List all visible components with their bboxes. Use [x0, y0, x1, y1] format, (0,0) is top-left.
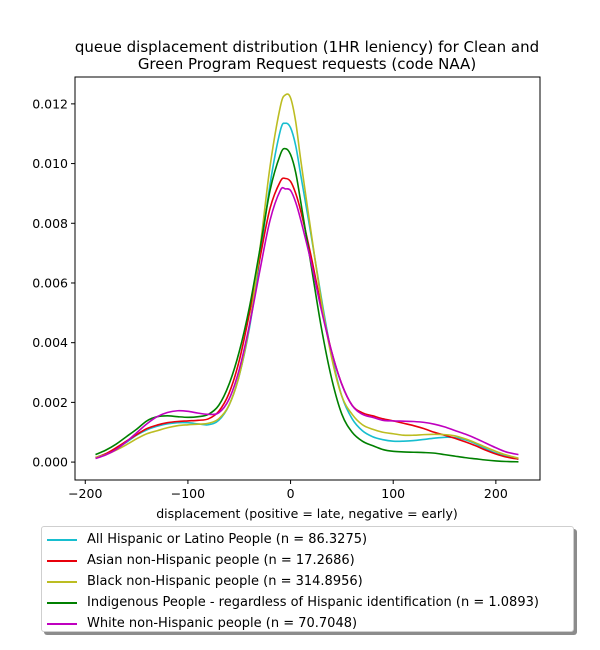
x-tick-label: 0: [287, 486, 295, 501]
x-axis: −200 −100 0 100 200: [68, 480, 508, 501]
x-axis-label: displacement (positive = late, negative …: [156, 506, 458, 521]
y-tick-label: 0.002: [32, 395, 68, 410]
y-tick-label: 0.008: [32, 216, 68, 231]
legend-label: Asian non-Hispanic people (n = 17.2686): [87, 553, 355, 568]
y-tick-label: 0.000: [32, 455, 68, 470]
legend-swatch: [47, 559, 77, 562]
y-tick-label: 0.006: [32, 275, 68, 290]
legend-item-0: All Hispanic or Latino People (n = 86.32…: [42, 529, 573, 550]
y-tick-label: 0.012: [32, 96, 68, 111]
legend-item-4: White non-Hispanic people (n = 70.7048): [42, 613, 573, 634]
legend-swatch: [47, 622, 77, 625]
legend-label: Indigenous People - regardless of Hispan…: [87, 595, 539, 610]
y-tick-label: 0.004: [32, 335, 68, 350]
chart-title-line-2: Green Program Request requests (code NAA…: [138, 55, 476, 73]
x-tick-label: −100: [171, 486, 205, 501]
legend-label: All Hispanic or Latino People (n = 86.32…: [87, 532, 368, 547]
series-line-2: [95, 93, 519, 459]
legend-item-3: Indigenous People - regardless of Hispan…: [42, 592, 573, 613]
x-tick-label: 100: [381, 486, 405, 501]
chart-title-line-1: queue displacement distribution (1HR len…: [75, 38, 539, 56]
legend: All Hispanic or Latino People (n = 86.32…: [41, 526, 574, 632]
x-tick-label: −200: [68, 486, 102, 501]
legend-item-2: Black non-Hispanic people (n = 314.8956): [42, 571, 573, 592]
plot-area: [95, 93, 519, 463]
legend-swatch: [47, 580, 77, 583]
series-line-0: [95, 122, 519, 460]
legend-label: White non-Hispanic people (n = 70.7048): [87, 616, 358, 631]
series-line-4: [95, 186, 519, 460]
axes-frame: [74, 76, 541, 481]
x-tick-label: 200: [484, 486, 508, 501]
legend-swatch: [47, 538, 77, 541]
y-tick-label: 0.010: [32, 156, 68, 171]
legend-item-1: Asian non-Hispanic people (n = 17.2686): [42, 550, 573, 571]
legend-swatch: [47, 601, 77, 604]
y-axis: 0.000 0.002 0.004 0.006 0.008 0.010 0.012: [32, 96, 75, 470]
series-line-3: [95, 147, 519, 463]
legend-label: Black non-Hispanic people (n = 314.8956): [87, 574, 363, 589]
